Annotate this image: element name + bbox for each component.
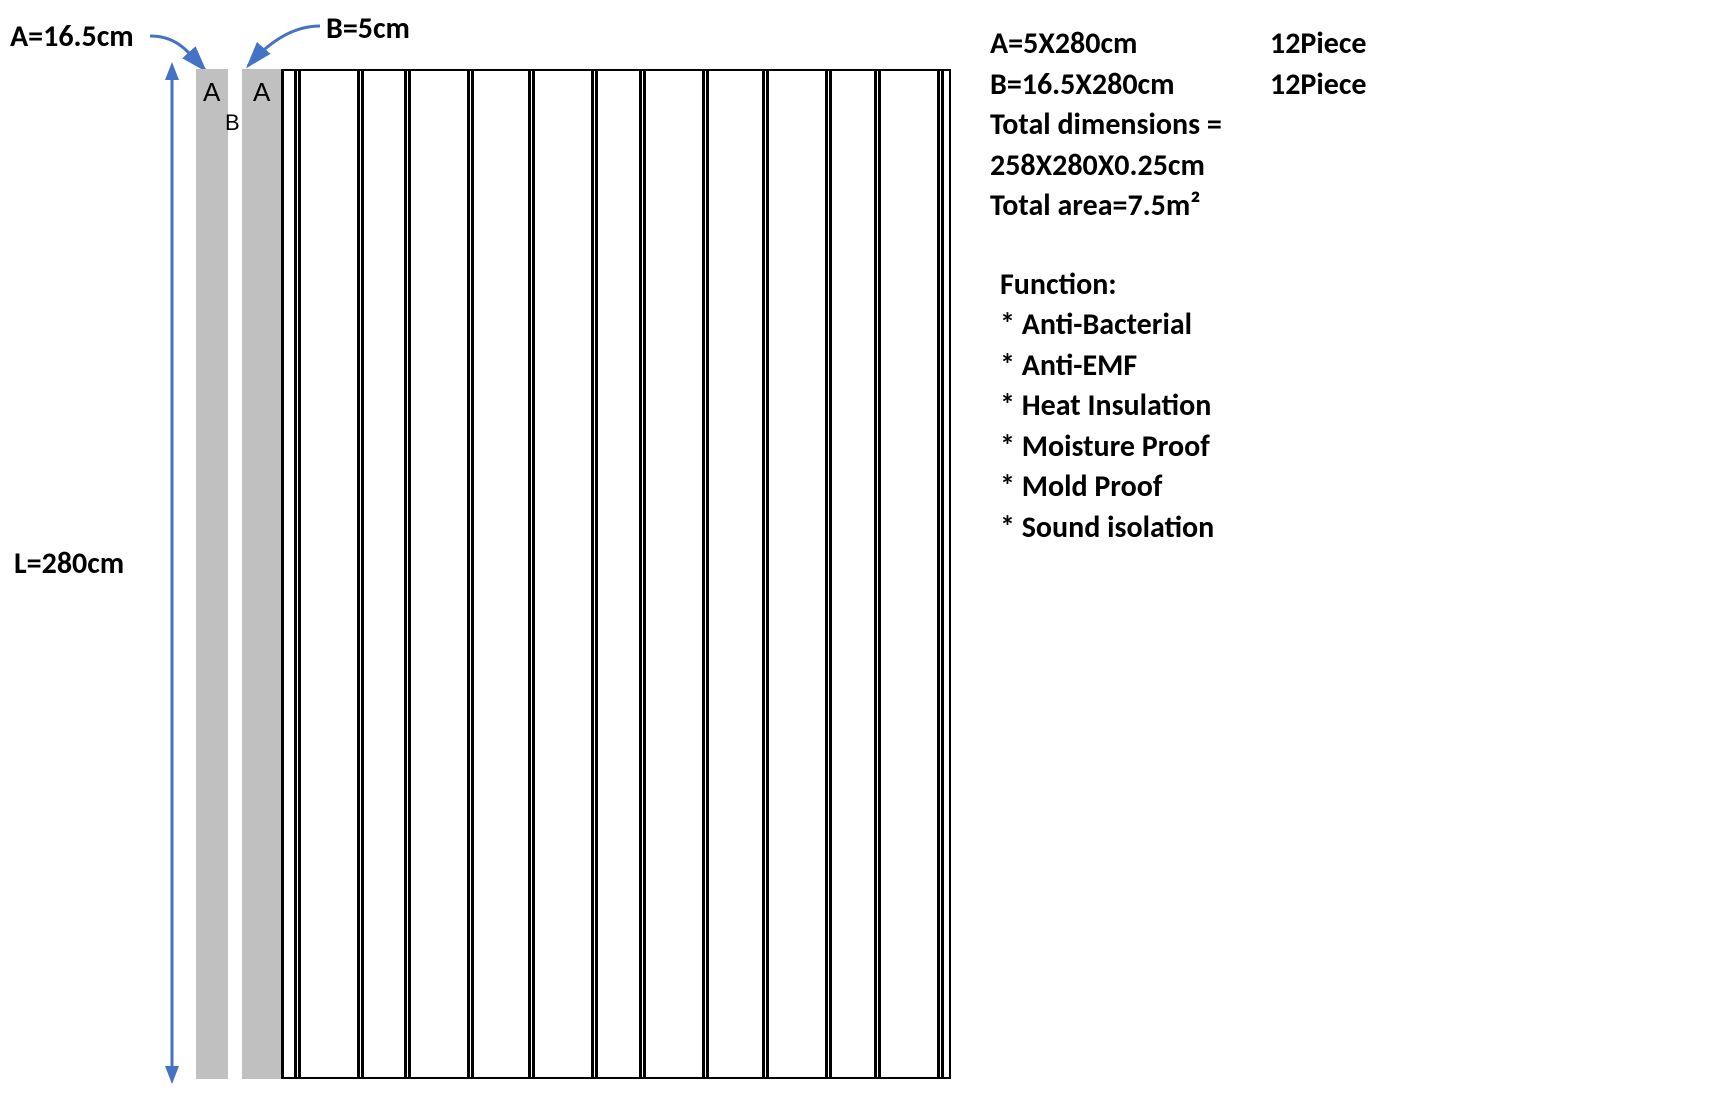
panel-a-grey-2 — [242, 69, 281, 1079]
panel-stripe — [528, 71, 531, 1077]
panel-stripe — [591, 71, 594, 1077]
panel-stripe — [941, 71, 944, 1077]
panel-stripe — [874, 71, 877, 1077]
spec-b-size: B=16.5X280cm — [990, 65, 1270, 106]
spec-total-dim-value: 258X280X0.25cm — [990, 146, 1690, 187]
spec-b-qty: 12Piece — [1270, 65, 1367, 106]
spec-a-size: A=5X280cm — [990, 24, 1270, 65]
label-l-dimension: L=280cm — [14, 545, 124, 582]
function-title: Function: — [1000, 265, 1690, 306]
panel-stripe — [937, 71, 940, 1077]
spec-a-qty: 12Piece — [1270, 24, 1367, 65]
panel-stripe — [639, 71, 642, 1077]
specs-block: A=5X280cm 12Piece B=16.5X280cm 12Piece T… — [990, 24, 1690, 548]
spec-total-area: Total area=7.5m² — [990, 186, 1690, 227]
panel-stripe — [294, 71, 297, 1077]
panel-stripe — [404, 71, 407, 1077]
main-striped-panel — [281, 69, 951, 1079]
function-item: * Moisture Proof — [1000, 427, 1690, 468]
panel-stripe — [467, 71, 470, 1077]
function-item: * Anti-Bacterial — [1000, 305, 1690, 346]
panel-stripe — [471, 71, 474, 1077]
panel-stripe — [595, 71, 598, 1077]
panel-stripe — [825, 71, 828, 1077]
panel-stripe — [643, 71, 646, 1077]
panel-stripe — [298, 71, 301, 1077]
panel-stripe — [357, 71, 360, 1077]
panel-a-grey-1 — [196, 69, 228, 1079]
panel-stripe — [878, 71, 881, 1077]
function-item: * Mold Proof — [1000, 467, 1690, 508]
function-list: * Anti-Bacterial* Anti-EMF* Heat Insulat… — [1000, 305, 1690, 548]
panel-b-gap — [228, 69, 242, 1079]
panel-label-a-1: A — [203, 77, 220, 108]
panel-stripe — [766, 71, 769, 1077]
function-item: * Sound isolation — [1000, 508, 1690, 549]
panel-stripe — [361, 71, 364, 1077]
arrow-l-icon — [160, 60, 200, 1090]
page: A=16.5cm B=5cm L=280cm — [0, 0, 1709, 1112]
panel-label-b: B — [225, 110, 240, 136]
panel-stripe — [829, 71, 832, 1077]
panel-stripe — [706, 71, 709, 1077]
panel-stripe — [762, 71, 765, 1077]
function-item: * Anti-EMF — [1000, 346, 1690, 387]
panel-label-a-2: A — [253, 77, 270, 108]
panel-stripe — [532, 71, 535, 1077]
panel-stripe — [408, 71, 411, 1077]
spec-total-dim-label: Total dimensions = — [990, 105, 1690, 146]
function-item: * Heat Insulation — [1000, 386, 1690, 427]
panel-stripe — [702, 71, 705, 1077]
